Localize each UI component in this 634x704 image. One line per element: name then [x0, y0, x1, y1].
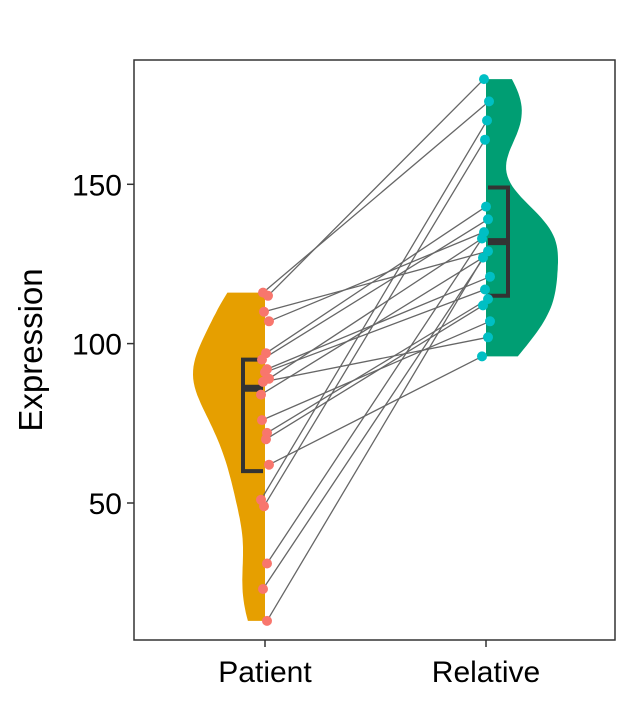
pair-line [261, 218, 489, 361]
data-points [256, 74, 495, 626]
point-patient [262, 615, 272, 626]
y-tick-label: 150 [72, 169, 122, 202]
pair-line [266, 298, 489, 434]
point-patient [258, 376, 268, 387]
pair-line [268, 355, 483, 466]
point-relative [484, 96, 494, 107]
point-relative [478, 252, 488, 263]
point-relative [477, 233, 487, 244]
point-patient [264, 316, 274, 327]
point-relative [485, 316, 495, 327]
point-relative [483, 214, 493, 225]
pair-line [262, 100, 490, 294]
violins [193, 79, 558, 621]
pair-line [263, 139, 486, 507]
pair-line [260, 120, 488, 501]
iqr-bracket-patient [241, 357, 263, 474]
point-patient [264, 459, 274, 470]
x-tick-label: Patient [218, 656, 312, 689]
pair-line [266, 257, 484, 622]
point-patient [263, 290, 273, 301]
violin-patient [193, 292, 265, 621]
x-axis: Patient Relative [218, 640, 540, 689]
point-patient [257, 354, 267, 365]
summary-brackets [241, 185, 510, 474]
point-relative [479, 74, 489, 85]
pair-line [265, 304, 484, 440]
y-axis-title: Expression [12, 268, 49, 431]
panel-border [133, 59, 616, 641]
violin-relative [486, 79, 558, 357]
point-patient [257, 415, 267, 426]
y-tick-label: 50 [89, 488, 122, 521]
point-patient [261, 434, 271, 445]
point-patient [262, 558, 272, 569]
pair-line [268, 231, 485, 322]
pair-line [265, 206, 487, 354]
pair-line [266, 238, 483, 564]
pair-line [266, 276, 491, 370]
pair-lines [260, 78, 491, 622]
point-relative [481, 201, 491, 212]
pair-line [262, 336, 489, 383]
x-tick-label: Relative [432, 656, 540, 689]
pair-line [264, 288, 486, 373]
pair-line [262, 250, 489, 590]
point-patient [258, 584, 268, 594]
point-relative [477, 351, 487, 362]
point-patient [259, 501, 269, 512]
point-relative [485, 271, 495, 282]
point-patient [256, 389, 266, 400]
point-patient [259, 306, 269, 317]
point-relative [478, 300, 488, 311]
y-axis: 50 100 150 [72, 169, 134, 521]
pair-line [263, 250, 489, 313]
point-relative [483, 332, 493, 343]
point-relative [482, 115, 492, 126]
pair-line [267, 78, 485, 297]
y-tick-label: 100 [72, 329, 122, 362]
point-relative [480, 284, 490, 295]
point-relative [480, 134, 490, 145]
